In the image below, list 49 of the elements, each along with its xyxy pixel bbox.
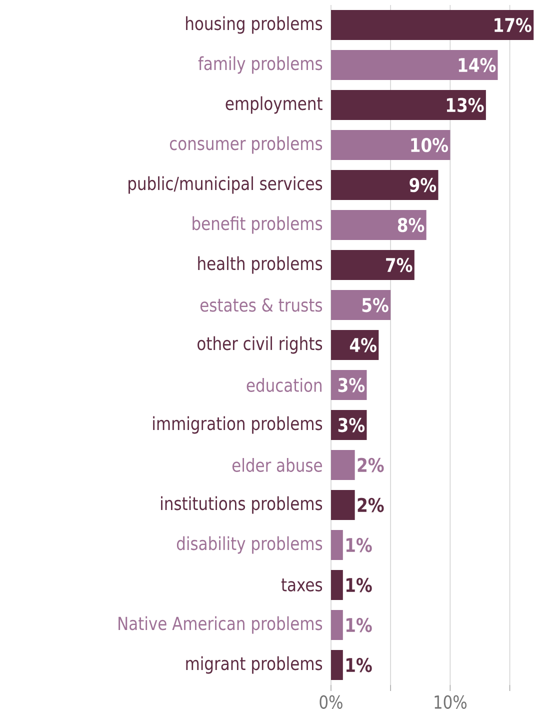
bar xyxy=(330,130,450,160)
x-tick-label: 0% xyxy=(320,695,342,709)
y-tick-label: taxes xyxy=(281,578,322,592)
data-label: 9% xyxy=(410,178,436,192)
bar xyxy=(330,10,534,40)
y-tick-label: consumer problems xyxy=(170,136,322,154)
data-label: 10% xyxy=(411,138,448,152)
data-label: 13% xyxy=(446,98,484,112)
data-label: 4% xyxy=(350,338,376,352)
bar xyxy=(330,450,355,480)
y-tick-label: migrant problems xyxy=(186,656,322,674)
y-tick-label: family problems xyxy=(198,56,322,74)
bar xyxy=(330,650,343,680)
y-tick-label: education xyxy=(246,378,322,392)
data-label: 1% xyxy=(346,658,372,672)
bar xyxy=(330,210,426,240)
y-tick-label: employment xyxy=(226,96,322,114)
y-tick-label: institutions problems xyxy=(161,496,322,514)
data-label: 8% xyxy=(398,218,424,232)
data-label: 1% xyxy=(346,578,372,592)
data-label: 14% xyxy=(458,58,496,72)
y-tick-label: other civil rights xyxy=(198,336,322,354)
y-tick-label: housing problems xyxy=(186,16,322,34)
bar xyxy=(330,170,438,200)
bar xyxy=(330,570,343,600)
data-label: 5% xyxy=(362,298,388,312)
data-label: 1% xyxy=(346,538,372,552)
bar xyxy=(330,90,486,120)
bar xyxy=(330,530,343,560)
y-tick-label: elder abuse xyxy=(232,458,322,472)
data-label: 3% xyxy=(338,378,365,392)
data-label: 3% xyxy=(338,418,365,432)
y-tick-label: health problems xyxy=(198,256,322,274)
y-tick-label: benefit problems xyxy=(192,216,322,234)
data-label: 17% xyxy=(494,18,532,32)
bar xyxy=(330,50,498,80)
bar xyxy=(330,250,414,280)
bar xyxy=(330,610,343,640)
y-tick-label: disability problems xyxy=(176,536,322,554)
y-tick-label: immigration problems xyxy=(153,416,322,434)
bar xyxy=(330,490,355,520)
data-label: 1% xyxy=(346,618,372,632)
data-label: 7% xyxy=(386,258,412,272)
bar xyxy=(330,290,391,320)
data-label: 2% xyxy=(358,498,384,512)
data-label: 2% xyxy=(358,458,384,472)
y-tick-label: Native American problems xyxy=(118,616,322,634)
y-tick-label: estates & trusts xyxy=(200,298,322,312)
y-tick-label: public/municipal services xyxy=(128,176,322,194)
